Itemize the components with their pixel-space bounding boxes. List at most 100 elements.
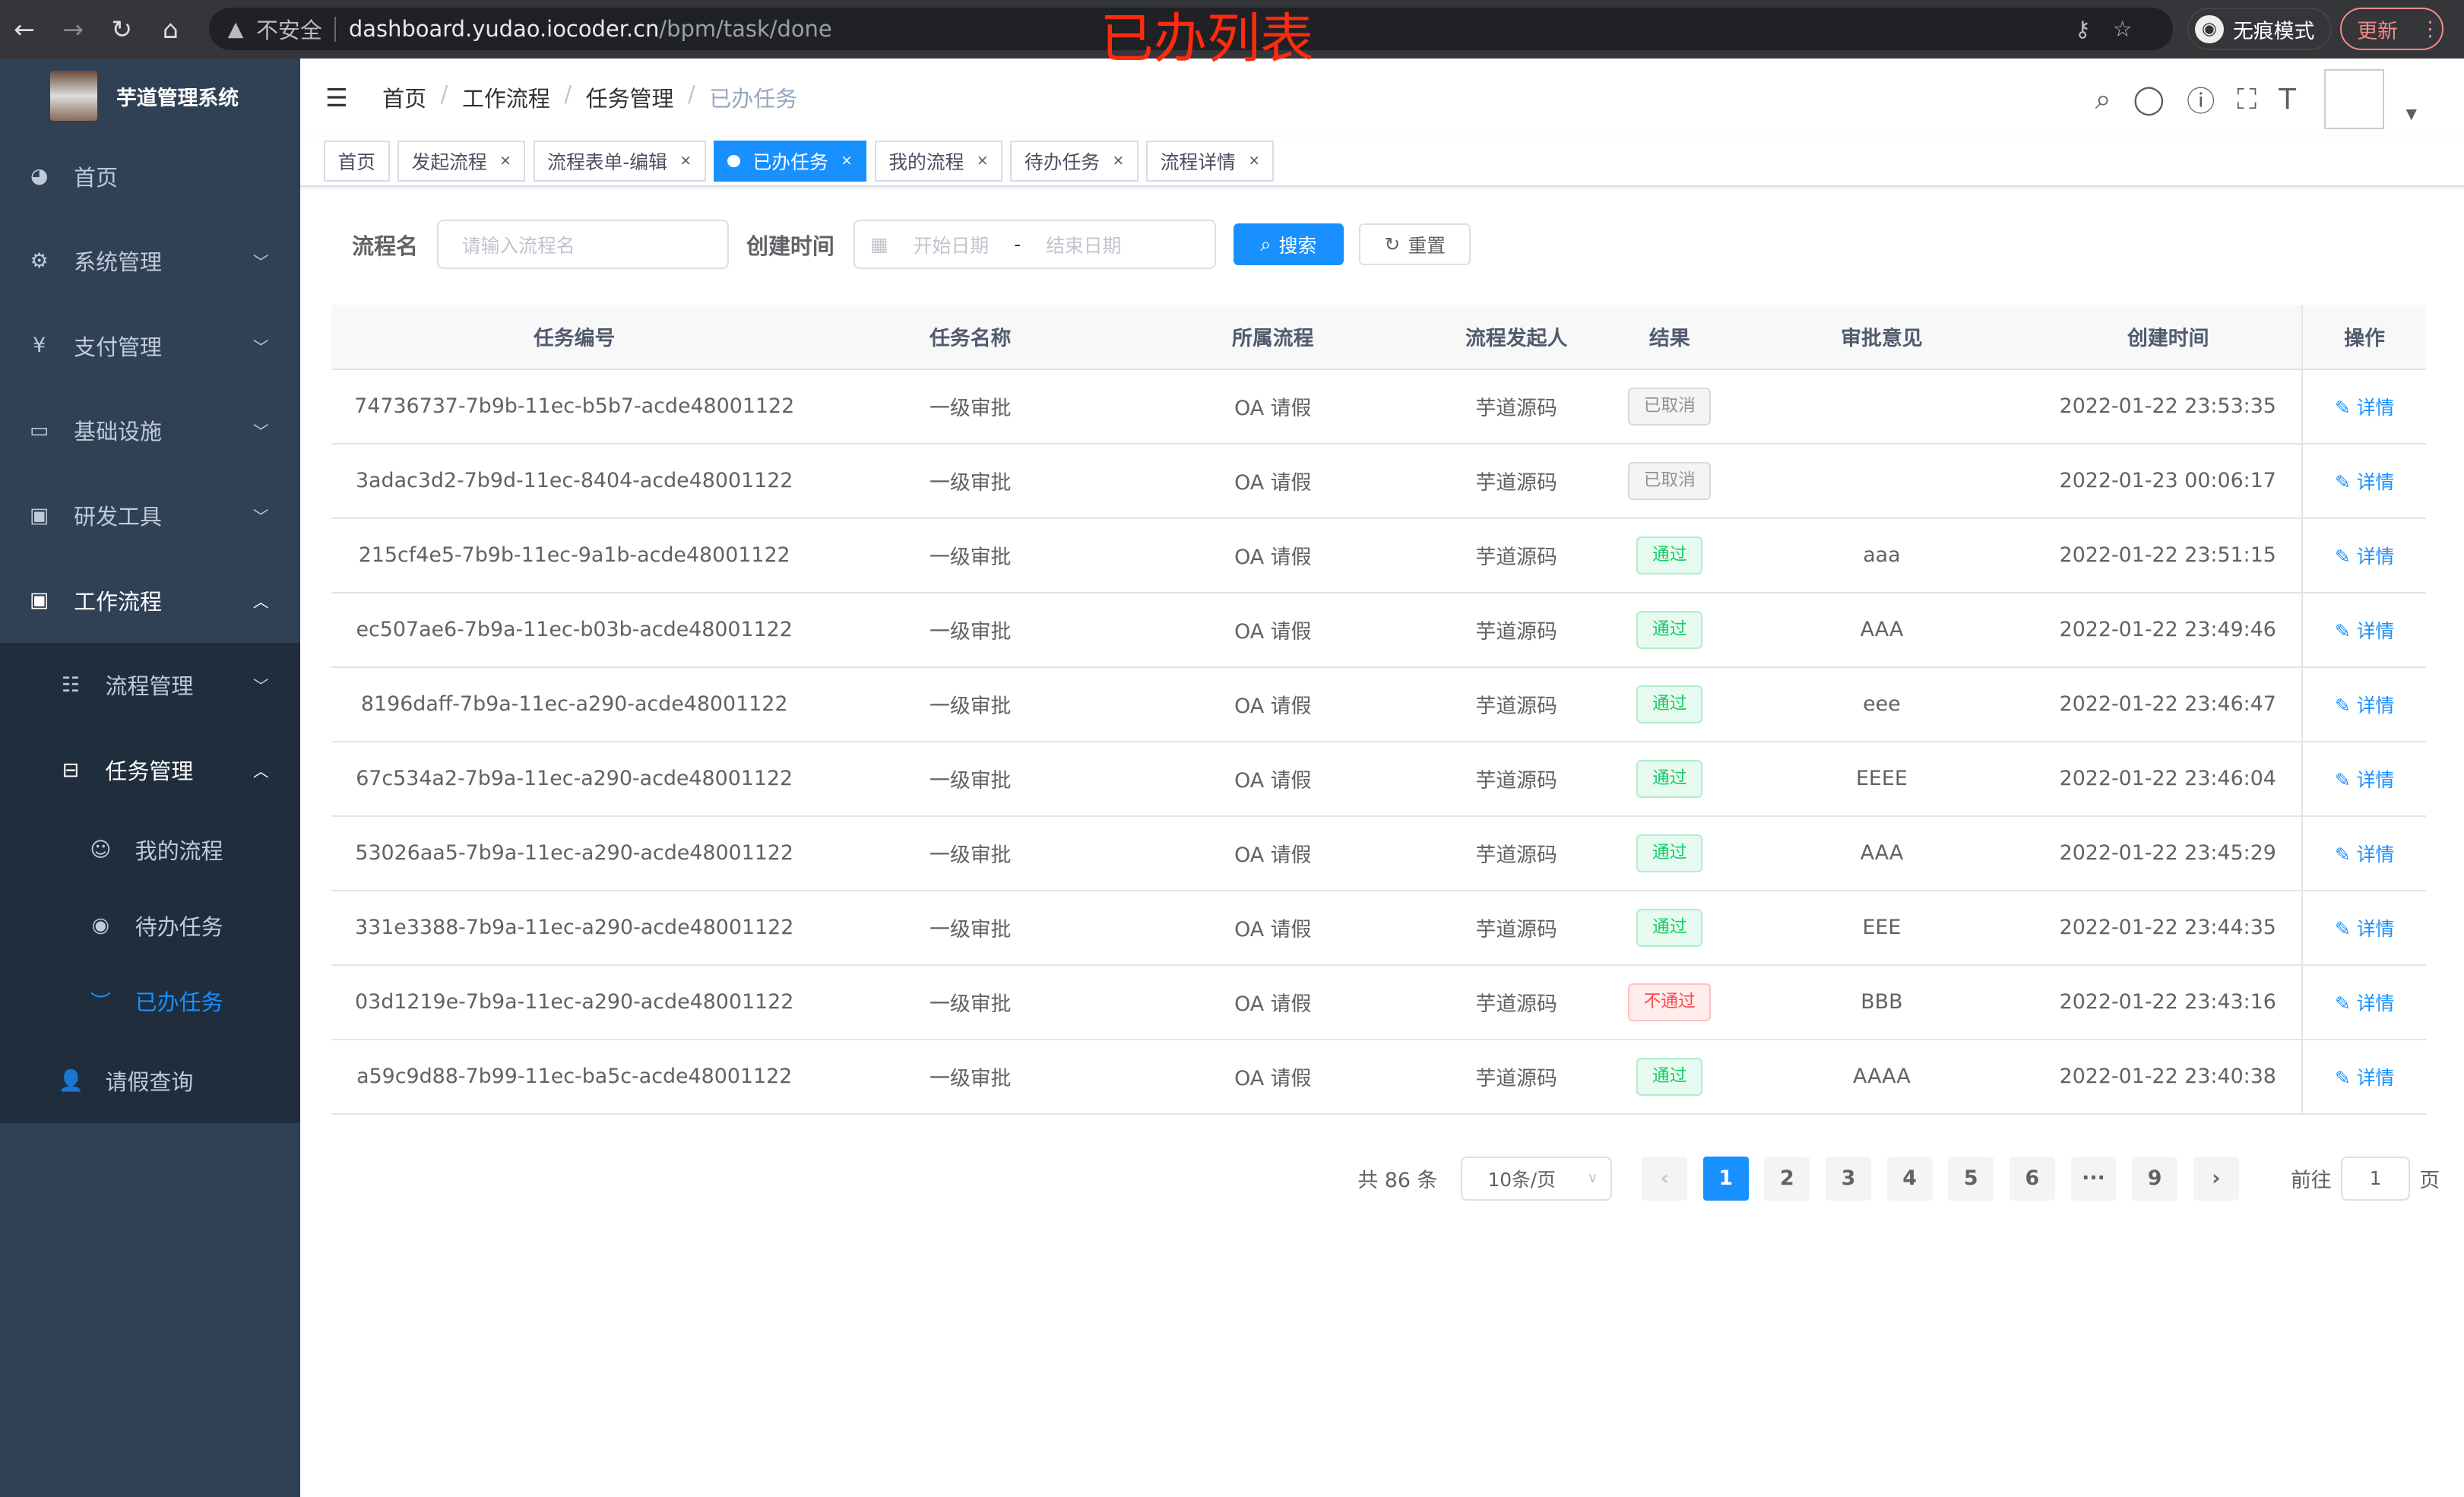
tag-2[interactable]: 流程表单-编辑 ×	[533, 141, 706, 182]
sidebar-item-tools[interactable]: ▣ 研发工具 ﹀	[0, 473, 300, 558]
detail-link[interactable]: ✎ 详情	[2335, 397, 2394, 419]
cell: OA 请假	[1123, 517, 1423, 593]
search-icon: ⌕	[1260, 233, 1272, 255]
page-size-select[interactable]: 10条/页 ∨	[1461, 1156, 1612, 1201]
hamburger-icon[interactable]: ☰	[325, 82, 348, 112]
detail-link[interactable]: ✎ 详情	[2335, 918, 2394, 940]
search-button[interactable]: ⌕ 搜索	[1233, 223, 1344, 266]
people-icon: ☺	[90, 837, 112, 862]
cell: 芋道源码	[1422, 741, 1611, 817]
goto-page-input[interactable]: 1	[2341, 1156, 2411, 1201]
github-icon[interactable]: ◯	[2133, 82, 2165, 116]
eye-icon: ◉	[91, 913, 110, 938]
detail-link[interactable]: ✎ 详情	[2335, 546, 2394, 568]
date-range-input[interactable]: ▦ 开始日期 - 结束日期	[853, 220, 1217, 269]
close-icon[interactable]: ×	[679, 153, 692, 169]
detail-label: 详情	[2356, 917, 2395, 940]
detail-link[interactable]: ✎ 详情	[2335, 471, 2394, 493]
label: 首页	[74, 164, 119, 191]
sidebar-item-home[interactable]: ◕ 首页	[0, 134, 300, 219]
incognito-indicator[interactable]: ◉ 无痕模式	[2187, 8, 2333, 51]
reset-button[interactable]: ↻ 重置	[1359, 223, 1471, 266]
close-icon[interactable]: ×	[841, 153, 853, 169]
edit-icon: ✎	[2335, 619, 2357, 642]
tag-4[interactable]: 我的流程 ×	[874, 141, 1003, 182]
page-button[interactable]: 1	[1702, 1156, 1749, 1201]
page-button[interactable]: 4	[1886, 1156, 1933, 1201]
sidebar-item-process-manage[interactable]: ☷ 流程管理 ﹀	[0, 643, 300, 728]
navbar: ☰ 首页 / 工作流程 / 任务管理 / 已办任务 ⌕ ◯ ⓘ ⛶ T ▼	[300, 59, 2464, 137]
actions-cell: ✎ 详情	[2301, 369, 2427, 445]
tag-0[interactable]: 首页	[323, 141, 390, 182]
page-button[interactable]: 3	[1826, 1156, 1871, 1201]
detail-link[interactable]: ✎ 详情	[2335, 1067, 2394, 1089]
help-icon[interactable]: ⓘ	[2187, 84, 2215, 119]
page-button[interactable]: 6	[2009, 1156, 2055, 1201]
sidebar-item-leave[interactable]: 👤 请假查询	[0, 1039, 300, 1124]
cell: a59c9d88-7b99-11ec-ba5c-acde48001122	[331, 1039, 818, 1115]
star-icon[interactable]: ☆	[2112, 16, 2155, 43]
detail-link[interactable]: ✎ 详情	[2335, 695, 2394, 717]
close-icon[interactable]: ×	[1112, 153, 1125, 169]
sidebar-item-infra[interactable]: ▭ 基础设施 ﹀	[0, 388, 300, 473]
home-icon[interactable]: ⌂	[162, 14, 179, 44]
tag-6[interactable]: 流程详情 ×	[1146, 141, 1275, 182]
breadcrumb-item[interactable]: 工作流程	[461, 86, 550, 112]
breadcrumb-item[interactable]: 任务管理	[585, 86, 674, 112]
update-button[interactable]: 更新 ⋮	[2339, 8, 2444, 51]
key-icon[interactable]: ⚷	[2074, 16, 2113, 43]
sidebar-item-todo[interactable]: ◉ 待办任务	[0, 888, 300, 963]
label: 系统管理	[74, 249, 162, 276]
column-header: 审批意见	[1728, 305, 2035, 370]
close-icon[interactable]: ×	[499, 153, 511, 169]
more-icon[interactable]: ⋮	[2419, 17, 2440, 41]
reload-icon[interactable]: ↻	[111, 14, 133, 44]
sidebar-item-done[interactable]: ︶ 已办任务	[0, 963, 300, 1038]
status-badge: 通过	[1636, 909, 1703, 947]
close-icon[interactable]: ×	[1248, 153, 1260, 169]
tag-1[interactable]: 发起流程 ×	[397, 141, 526, 182]
page-button[interactable]: ···	[2070, 1156, 2117, 1201]
warning-icon: ▲	[227, 17, 244, 41]
sidebar-item-workflow[interactable]: ▣ 工作流程 ︿	[0, 558, 300, 643]
tag-label: 已办任务	[752, 150, 828, 173]
search-icon[interactable]: ⌕	[2095, 81, 2111, 116]
logo[interactable]: 芋道管理系统	[0, 59, 300, 134]
status-badge: 已取消	[1628, 388, 1712, 426]
sidebar-item-pay[interactable]: ¥ 支付管理 ﹀	[0, 303, 300, 388]
address-bar[interactable]: ▲ 不安全 dashboard.yudao.iocoder.cn/bpm/tas…	[208, 8, 2174, 51]
fullscreen-icon[interactable]: ⛶	[2237, 81, 2257, 116]
prev-page-button[interactable]: ‹	[1642, 1156, 1688, 1201]
detail-link[interactable]: ✎ 详情	[2335, 620, 2394, 642]
breadcrumb-item[interactable]: 首页	[382, 86, 427, 112]
caret-down-icon[interactable]: ▼	[2405, 106, 2417, 123]
detail-label: 详情	[2356, 470, 2395, 493]
tag-5[interactable]: 待办任务 ×	[1010, 141, 1139, 182]
name-input[interactable]: 请输入流程名	[436, 220, 730, 269]
sidebar-item-my-process[interactable]: ☺ 我的流程	[0, 812, 300, 888]
next-page-button[interactable]: ›	[2193, 1156, 2239, 1201]
font-size-icon[interactable]: T	[2279, 82, 2296, 116]
edit-icon: ✎	[2335, 917, 2357, 940]
detail-link[interactable]: ✎ 详情	[2335, 992, 2394, 1014]
sidebar-item-system[interactable]: ⚙ 系统管理 ﹀	[0, 218, 300, 303]
page-button[interactable]: 5	[1948, 1156, 1994, 1201]
forward-icon[interactable]: →	[62, 14, 84, 44]
label: 研发工具	[74, 504, 162, 530]
search-form: 流程名 请输入流程名 创建时间 ▦ 开始日期 - 结束日期 ⌕ 搜索 ↻ 重置	[352, 220, 1471, 269]
edit-icon: ✎	[2335, 768, 2357, 791]
status-badge: 通过	[1636, 1058, 1703, 1096]
refresh-icon: ↻	[1384, 233, 1401, 255]
cell: 2022-01-22 23:43:16	[2035, 964, 2302, 1040]
detail-link[interactable]: ✎ 详情	[2335, 769, 2394, 791]
back-icon[interactable]: ←	[14, 14, 35, 44]
detail-link[interactable]: ✎ 详情	[2335, 843, 2394, 866]
sidebar-item-task-manage[interactable]: ⊟ 任务管理 ︿	[0, 727, 300, 812]
page-button[interactable]: 2	[1764, 1156, 1810, 1201]
tag-3[interactable]: 已办任务 ×	[713, 141, 867, 182]
close-icon[interactable]: ×	[976, 153, 989, 169]
status-badge: 不通过	[1628, 983, 1712, 1021]
page-button[interactable]: 9	[2132, 1156, 2178, 1201]
avatar[interactable]	[2324, 68, 2384, 129]
chevron-down-icon: ﹀	[252, 253, 269, 272]
